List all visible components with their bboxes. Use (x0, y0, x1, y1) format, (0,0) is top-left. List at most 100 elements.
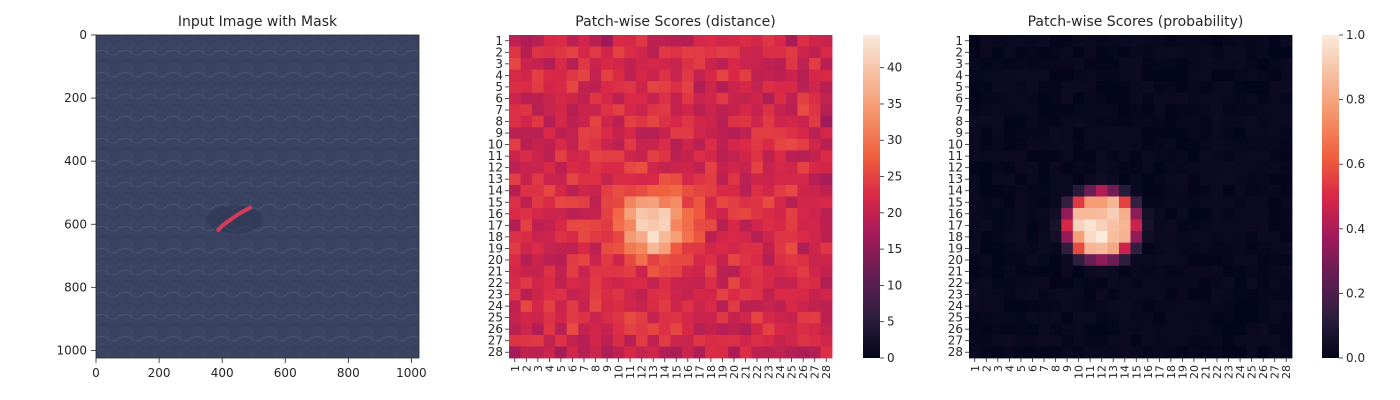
heatmap-cell (624, 311, 637, 324)
col-label: 7 (1038, 365, 1051, 372)
heatmap-cell (1199, 104, 1212, 117)
heatmap-cell (705, 161, 718, 174)
x-tick-label: 200 (148, 366, 171, 380)
heatmap-cell (1084, 300, 1097, 313)
heatmap-cell (1234, 81, 1247, 94)
heatmap-cell (1222, 288, 1235, 301)
heatmap-cell (1072, 35, 1085, 47)
heatmap-cell (1188, 334, 1201, 347)
heatmap-cell (1165, 138, 1178, 151)
heatmap-cell (682, 231, 694, 244)
col-label: 12 (636, 365, 649, 379)
colorbar-tick-label: 20 (887, 206, 902, 220)
heatmap-cell (670, 265, 683, 278)
col-label: 18 (705, 365, 718, 379)
heatmap-cell (739, 300, 752, 313)
heatmap-cell (980, 277, 993, 290)
heatmap-cell (1107, 69, 1120, 82)
row-label: 23 (948, 288, 963, 302)
heatmap-cell (624, 242, 637, 255)
heatmap-cell (739, 242, 752, 255)
heatmap-cell (980, 69, 993, 82)
heatmap-cell (774, 254, 787, 267)
heatmap-cell (1211, 127, 1224, 140)
heatmap-cell (1095, 150, 1108, 163)
heatmap-cell (601, 69, 614, 82)
colorbar-tick-label: 1.0 (1346, 28, 1365, 42)
col-label: 7 (578, 365, 591, 372)
heatmap-cell (601, 231, 614, 244)
col-label: 20 (728, 365, 741, 379)
heatmap-cell (1188, 346, 1201, 359)
heatmap-cell (1257, 346, 1270, 359)
heatmap-cell (1176, 265, 1189, 278)
heatmap-cell (1211, 196, 1224, 209)
heatmap-cell (762, 46, 775, 59)
heatmap-cell (1142, 150, 1154, 163)
heatmap-cell (980, 288, 993, 301)
heatmap-cell (1142, 231, 1154, 244)
heatmap-cell (992, 346, 1005, 359)
heatmap-cell (1107, 81, 1120, 94)
column-labels: 1234567891011121314151617181920212223242… (969, 358, 1293, 379)
heatmap-cell (739, 115, 752, 128)
heatmap-cell (1130, 81, 1143, 94)
colorbar-tick-label: 10 (887, 278, 902, 292)
heatmap-cell (1095, 161, 1108, 174)
heatmap-cell (969, 323, 981, 336)
heatmap-cell (624, 254, 637, 267)
heatmap-cell (693, 92, 706, 105)
heatmap-cell (751, 323, 764, 336)
heatmap-cell (808, 58, 821, 71)
heatmap-cell (1026, 81, 1039, 94)
heatmap-cell (578, 208, 591, 220)
heatmap-cell (1280, 173, 1293, 186)
heatmap-cell (566, 208, 579, 220)
heatmap-cell (992, 208, 1005, 220)
heatmap-cell (658, 346, 671, 359)
heatmap-cell (969, 92, 981, 105)
heatmap-cell (992, 196, 1005, 209)
heatmap-cell (1211, 277, 1224, 290)
heatmap-cell (969, 288, 981, 301)
heatmap-cell (969, 334, 981, 347)
heatmap-cell (601, 219, 614, 232)
heatmap-cell (1199, 92, 1212, 105)
heatmap-cell (728, 35, 741, 47)
heatmap-cell (647, 254, 660, 267)
heatmap-cell (716, 288, 729, 301)
heatmap-cell (670, 208, 683, 220)
heatmap-cell (1153, 161, 1166, 174)
col-label: 11 (624, 365, 637, 379)
heatmap-cell (1118, 81, 1131, 94)
heatmap-cell (705, 196, 718, 209)
heatmap-cell (1142, 161, 1154, 174)
heatmap-cell (647, 288, 660, 301)
row-label: 19 (948, 241, 963, 255)
heatmap-cell (693, 173, 706, 186)
heatmap-cell (808, 288, 821, 301)
heatmap-cell (1026, 219, 1039, 232)
heatmap-cell (1038, 184, 1051, 197)
heatmap-cell (1084, 277, 1097, 290)
heatmap-cell (1280, 196, 1293, 209)
heatmap-cell (1084, 173, 1097, 186)
heatmap-cell (532, 69, 545, 82)
heatmap-cell (589, 288, 602, 301)
heatmap-cell (566, 254, 579, 267)
heatmap-cell (509, 265, 521, 278)
heatmap-cell (820, 92, 833, 105)
probability-heatmap-panel: Patch-wise Scores (probability) 12345678… (948, 14, 1365, 379)
heatmap-cell (635, 173, 648, 186)
heatmap-cell (578, 300, 591, 313)
heatmap-cell (555, 46, 568, 59)
heatmap-cell (1095, 35, 1108, 47)
heatmap-cell (1084, 219, 1097, 232)
col-label: 21 (739, 365, 752, 379)
row-label: 6 (495, 91, 503, 105)
heatmap-cell (762, 231, 775, 244)
heatmap-cell (1107, 219, 1120, 232)
heatmap-cell (980, 242, 993, 255)
heatmap-cell (797, 277, 810, 290)
heatmap-cell (785, 115, 798, 128)
